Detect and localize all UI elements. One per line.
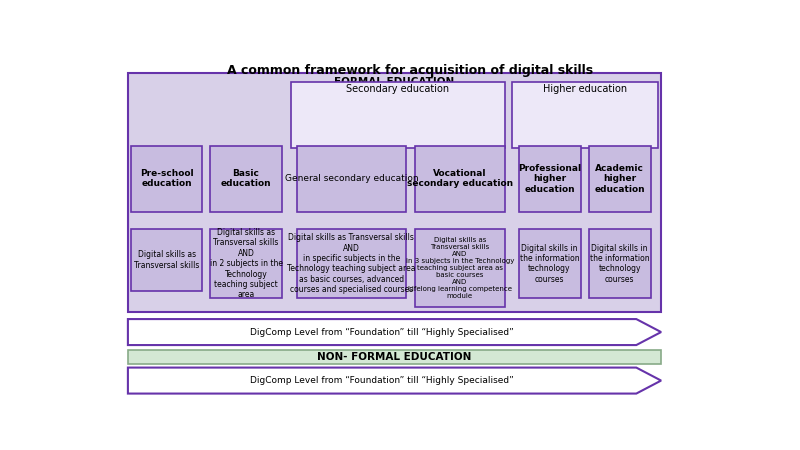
FancyBboxPatch shape [297,146,406,212]
Text: Basic
education: Basic education [221,169,271,189]
FancyBboxPatch shape [415,146,505,212]
FancyBboxPatch shape [128,73,661,312]
Text: Digital skills as Transversal skills
AND
in specific subjects in the
Technology : Digital skills as Transversal skills AND… [287,233,416,294]
Text: Higher education: Higher education [543,85,627,94]
FancyBboxPatch shape [210,229,282,298]
Text: A common framework for acquisition of digital skills: A common framework for acquisition of di… [227,64,593,77]
Text: Vocational
secondary education: Vocational secondary education [407,169,513,189]
FancyBboxPatch shape [512,82,658,148]
Polygon shape [128,368,661,394]
FancyBboxPatch shape [291,82,505,148]
Text: DigComp Level from “Foundation” till “Highly Specialised”: DigComp Level from “Foundation” till “Hi… [250,376,514,385]
Text: Professional
higher
education: Professional higher education [518,164,581,194]
Text: Digital skills as
Transversal skills
AND
in 2 subjects in the
Technology
teachin: Digital skills as Transversal skills AND… [210,228,282,299]
FancyBboxPatch shape [128,350,661,364]
FancyBboxPatch shape [589,229,650,298]
Polygon shape [128,319,661,345]
FancyBboxPatch shape [297,229,406,298]
Text: Digital skills in
the information
technology
courses: Digital skills in the information techno… [590,243,650,284]
FancyBboxPatch shape [589,146,650,212]
FancyBboxPatch shape [210,146,282,212]
Text: FORMAL EDUCATION: FORMAL EDUCATION [334,77,454,87]
Text: NON- FORMAL EDUCATION: NON- FORMAL EDUCATION [318,352,472,362]
Text: Digital skills in
the information
technology
courses: Digital skills in the information techno… [520,243,579,284]
FancyBboxPatch shape [518,229,581,298]
Text: General secondary education: General secondary education [285,174,418,183]
Text: Digital skills as
Transversal skills: Digital skills as Transversal skills [134,251,199,270]
FancyBboxPatch shape [131,229,202,291]
Text: Secondary education: Secondary education [346,85,450,94]
FancyBboxPatch shape [415,229,505,307]
FancyBboxPatch shape [131,146,202,212]
Text: Digital skills as
Transversal skills
AND
in 3 subjects in the Technology
teachin: Digital skills as Transversal skills AND… [406,237,514,299]
Text: Academic
higher
education: Academic higher education [594,164,645,194]
FancyBboxPatch shape [518,146,581,212]
Text: DigComp Level from “Foundation” till “Highly Specialised”: DigComp Level from “Foundation” till “Hi… [250,328,514,337]
Text: Pre-school
education: Pre-school education [140,169,194,189]
